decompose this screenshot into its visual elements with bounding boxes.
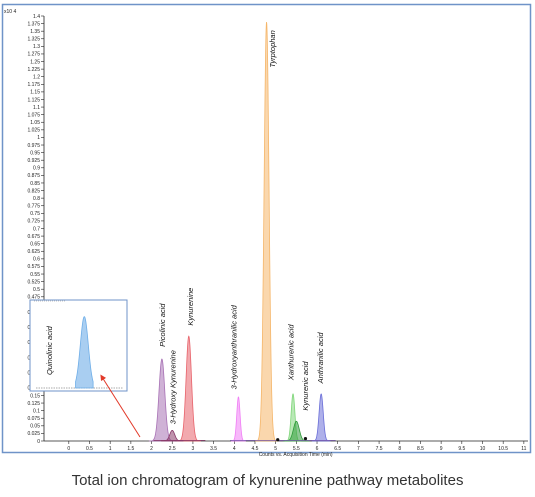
y-tick-label: 0.925 [27, 158, 40, 164]
x-tick-label: 10.5 [498, 446, 508, 452]
y-tick-label: 0.7 [33, 226, 40, 232]
arrow-to-inset [100, 374, 141, 438]
y-tick-label: 1.025 [27, 128, 40, 134]
y-tick-label: 1.175 [27, 82, 40, 88]
peak-3-hydroxy-kynurenine [161, 429, 184, 442]
x-axis-label: Counts vs. Acquisition Time (min) [259, 452, 333, 458]
label-anthranilic-acid: Anthranilic acid [316, 332, 325, 385]
y-tick-label: 0.025 [27, 431, 40, 437]
x-tick-label: 7.5 [376, 446, 383, 452]
y-tick-label: 0.9 [33, 166, 40, 172]
baseline-marker [276, 438, 280, 442]
baseline-marker [303, 436, 308, 441]
x-tick-label: 5 [274, 446, 277, 452]
y-tick-label: 0.75 [30, 211, 40, 217]
y-tick-label: 0.85 [30, 181, 40, 187]
y-tick-label: 1.35 [30, 29, 40, 35]
y-tick-label: 1.3 [33, 44, 40, 50]
x-tick-label: 8.5 [417, 446, 424, 452]
y-tick-label: 0 [37, 439, 40, 445]
y-tick-label: 0.075 [27, 416, 40, 422]
label-3-hydroxyanthranilic-acid: 3-Hydroxyanthranilic acid [229, 304, 238, 389]
x-tick-label: 3 [192, 446, 195, 452]
y-tick-label: 0.5 [33, 287, 40, 293]
y-tick-label: 1.375 [27, 21, 40, 27]
x-tick-label: 2 [150, 446, 153, 452]
x-tick-label: 5.5 [293, 446, 300, 452]
x-tick-label: 6.5 [334, 446, 341, 452]
y-tick-label: 0.1 [33, 408, 40, 414]
label-xanthurenic-acid: Xanthurenic acid [286, 324, 295, 382]
x-tick-label: 0 [67, 446, 70, 452]
y-tick-label: 1.25 [30, 59, 40, 65]
peak-kynurenine [176, 335, 201, 442]
y-tick-label: 0.975 [27, 143, 40, 149]
x-tick-label: 0.5 [86, 446, 93, 452]
y-tick-label: 0.8 [33, 196, 40, 202]
y-tick-label: 1 [37, 135, 40, 141]
x-tick-label: 11 [521, 446, 526, 452]
y-tick-label: 0.475 [27, 295, 40, 301]
y-tick-label: 1.1 [33, 105, 40, 111]
x-tick-label: 1 [109, 446, 112, 452]
y-tick-label: 0.675 [27, 234, 40, 240]
y-tick-label: 0.05 [30, 424, 40, 430]
x-tick-label: 7 [357, 446, 360, 452]
chromatogram-chart: x10 400.0250.050.0750.10.1250.150.1750.2… [1, 3, 532, 458]
y-tick-label: 0.15 [30, 393, 40, 399]
y-tick-label: 1.225 [27, 67, 40, 73]
label-picolinic-acid: Picolinic acid [158, 303, 167, 347]
figure-caption: Total ion chromatogram of kynurenine pat… [71, 472, 464, 489]
label-quinolinic-acid: Quinolinic acid [45, 325, 54, 375]
y-tick-label: 1.325 [27, 37, 40, 43]
y-tick-label: 1.275 [27, 52, 40, 58]
x-tick-label: 4 [233, 446, 236, 452]
y-tick-label: 1.4 [33, 14, 40, 20]
y-tick-label: 0.525 [27, 279, 40, 285]
y-tick-label: 0.625 [27, 249, 40, 255]
x-tick-label: 3.5 [210, 446, 217, 452]
y-tick-label: 0.65 [30, 241, 40, 247]
y-tick-label: 0.775 [27, 204, 40, 210]
peak-anthranilic-acid [311, 393, 331, 442]
y-tick-label: 0.125 [27, 401, 40, 407]
x-tick-label: 10 [480, 446, 486, 452]
y-tick-label: 0.6 [33, 257, 40, 263]
label-3-hydroxy-kynurenine: 3-Hydroxy Kynurenine [169, 350, 178, 424]
y-tick-label: 1.075 [27, 112, 40, 118]
label-kynurenic-acid: Kynurenic acid [301, 361, 310, 411]
y-tick-label: 1.15 [30, 90, 40, 96]
y-tick-label: 0.95 [30, 150, 40, 156]
y-tick-label: 1.2 [33, 75, 40, 81]
x-tick-label: 4.5 [251, 446, 258, 452]
y-tick-label: 1.05 [30, 120, 40, 126]
y-tick-label: 0.825 [27, 188, 40, 194]
y-tick-label: 0.875 [27, 173, 40, 179]
y-tick-label: 1.125 [27, 97, 40, 103]
peak-kynurenic-acid [283, 420, 310, 442]
y-tick-label: 0.55 [30, 272, 40, 278]
x-tick-label: 9.5 [458, 446, 465, 452]
inset-peak-quinolinic-acid [75, 316, 94, 389]
plot-frame [1, 3, 532, 454]
label-kynurenine: Kynurenine [186, 288, 195, 326]
peak-tyrptophan [254, 22, 279, 442]
y-multiplier-label: x10 4 [4, 9, 16, 15]
x-tick-label: 2.5 [169, 446, 176, 452]
peak-3-hydroxyanthranilic-acid [230, 396, 246, 442]
y-tick-label: 0.575 [27, 264, 40, 270]
y-tick-label: 0.725 [27, 219, 40, 225]
x-tick-label: 6 [316, 446, 319, 452]
x-tick-label: 9 [440, 446, 443, 452]
x-tick-label: 1.5 [127, 446, 134, 452]
label-tyrptophan: Tyrptophan [268, 30, 277, 67]
x-tick-label: 8 [398, 446, 401, 452]
